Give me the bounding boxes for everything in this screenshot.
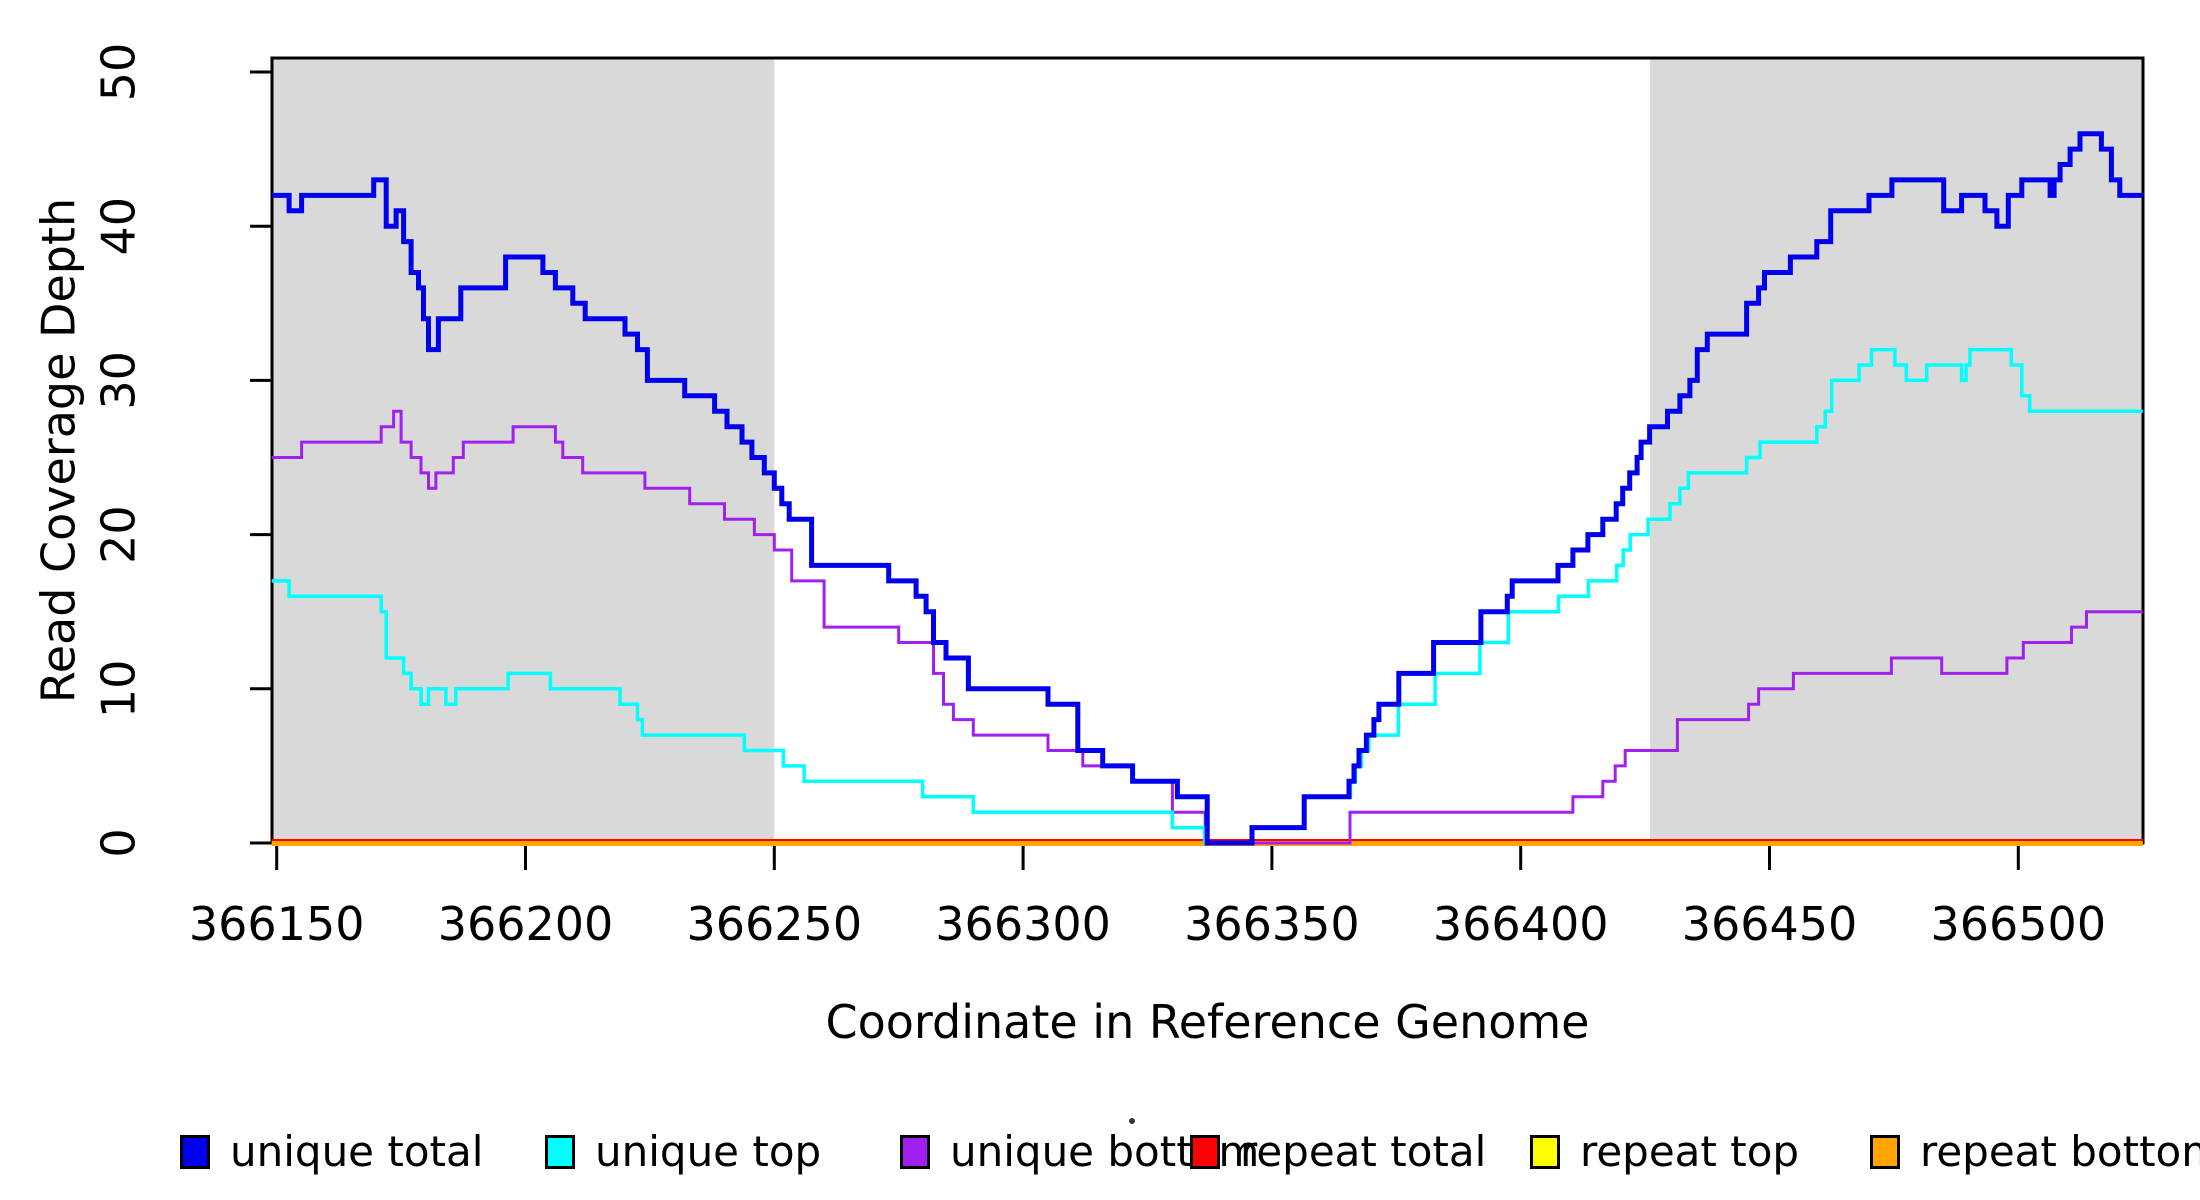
legend-swatch-icon [1530,1135,1560,1169]
y-tick-label: 50 [92,43,146,102]
legend-item-unique-total: unique total [180,1126,483,1178]
x-tick-label: 366400 [1433,897,1609,951]
right-repeat-region [1650,58,2143,843]
legend-label: repeat top [1580,1127,1800,1176]
x-tick-label: 366450 [1682,897,1858,951]
series-unique-bottom [271,409,2143,845]
legend-swatch-icon [1870,1135,1900,1169]
x-axis-title: Coordinate in Reference Genome [826,995,1590,1049]
x-tick-label: 366150 [189,897,365,951]
legend-item-unique-top: unique top [545,1126,821,1178]
left-repeat-region [272,58,775,843]
series-unique-total [271,131,2143,846]
legend-swatch-icon [545,1135,575,1169]
series-unique-top [271,347,2143,845]
legend-swatch-icon [900,1135,930,1169]
y-tick-label: 30 [92,351,146,410]
legend-label: repeat bottom [1920,1127,2200,1176]
y-tick-label: 10 [92,660,146,719]
x-tick-label: 366350 [1184,897,1360,951]
legend-label: unique top [595,1127,822,1176]
legend-item-repeat-top: repeat top [1530,1126,1799,1178]
legend-label: repeat total [1240,1127,1487,1176]
stray-dot [1129,1118,1135,1124]
legend-label: unique total [230,1127,484,1176]
x-tick-label: 366300 [935,897,1111,951]
legend-item-repeat-total: repeat total [1190,1126,1486,1178]
legend-item-repeat-bottom: repeat bottom [1870,1126,2200,1178]
legend-swatch-icon [180,1135,210,1169]
x-tick-label: 366250 [686,897,862,951]
x-tick-label: 366200 [438,897,614,951]
x-tick-label: 366500 [1930,897,2106,951]
y-axis-title: Read Coverage Depth [32,198,86,703]
y-tick-label: 20 [92,505,146,564]
y-tick-label: 40 [92,197,146,256]
legend-swatch-icon [1190,1135,1220,1169]
y-tick-label: 0 [92,828,146,857]
